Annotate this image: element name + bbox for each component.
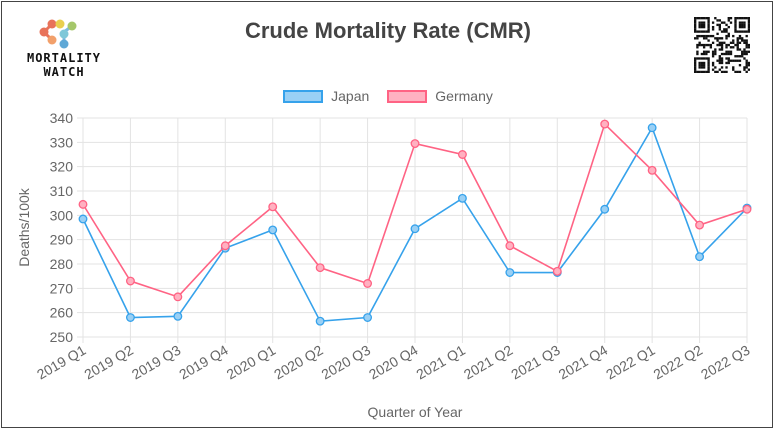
x-tick-label: 2020 Q2 bbox=[271, 342, 326, 383]
data-point-japan bbox=[457, 193, 467, 203]
legend-item-germany[interactable]: Germany bbox=[387, 88, 493, 104]
data-point-germany bbox=[505, 241, 515, 251]
data-point-germany bbox=[363, 279, 373, 288]
data-point-germany bbox=[220, 241, 230, 251]
x-tick-label: 2021 Q4 bbox=[556, 342, 611, 383]
data-point-germany bbox=[647, 165, 657, 175]
data-point-germany bbox=[600, 119, 610, 129]
legend-swatch-japan bbox=[283, 89, 324, 103]
y-tick-label: 300 bbox=[50, 207, 74, 223]
y-tick-label: 310 bbox=[50, 183, 74, 199]
data-point-japan bbox=[125, 313, 135, 322]
data-point-japan bbox=[78, 214, 88, 224]
mortality-watch-logo: MORTALITY WATCH bbox=[14, 12, 114, 82]
y-tick-label: 290 bbox=[50, 232, 74, 248]
data-point-germany bbox=[173, 292, 183, 302]
x-tick-label: 2020 Q3 bbox=[319, 342, 374, 383]
x-axis-title: Quarter of Year bbox=[368, 404, 463, 420]
qr-code-icon bbox=[694, 17, 750, 73]
x-tick-label: 2020 Q4 bbox=[366, 342, 421, 383]
legend-label-germany: Germany bbox=[435, 88, 493, 104]
x-tick-label: 2021 Q3 bbox=[508, 342, 563, 383]
y-tick-label: 340 bbox=[50, 110, 74, 126]
data-point-japan bbox=[505, 268, 515, 277]
y-tick-label: 260 bbox=[50, 305, 74, 321]
x-tick-label: 2019 Q4 bbox=[176, 342, 231, 383]
y-tick-label: 320 bbox=[50, 159, 74, 175]
data-point-japan bbox=[695, 252, 705, 262]
y-tick-label: 280 bbox=[50, 256, 74, 272]
x-tick-label: 2022 Q1 bbox=[603, 342, 658, 383]
data-point-germany bbox=[125, 276, 135, 286]
data-point-germany bbox=[410, 139, 420, 148]
chart-legend: Japan Germany bbox=[0, 88, 776, 104]
legend-label-japan: Japan bbox=[331, 88, 370, 104]
logo-text-line2: WATCH bbox=[43, 65, 85, 79]
data-point-japan bbox=[410, 224, 420, 234]
x-tick-label: 2019 Q2 bbox=[81, 342, 136, 383]
legend-item-japan[interactable]: Japan bbox=[283, 88, 369, 104]
y-axis-title: Deaths/100k bbox=[16, 187, 32, 267]
legend-swatch-germany bbox=[387, 89, 428, 103]
data-point-germany bbox=[78, 199, 88, 209]
data-point-germany bbox=[268, 202, 278, 212]
x-tick-label: 2022 Q3 bbox=[698, 342, 753, 383]
logo-text-line1: MORTALITY bbox=[26, 51, 102, 65]
x-tick-label: 2019 Q1 bbox=[34, 342, 89, 383]
data-point-japan bbox=[173, 311, 183, 321]
x-tick-label: 2019 Q3 bbox=[129, 342, 184, 383]
chart-title: Crude Mortality Rate (CMR) bbox=[244, 18, 531, 43]
logo-mark-icon bbox=[39, 19, 77, 49]
data-point-japan bbox=[600, 204, 610, 214]
data-point-japan bbox=[647, 123, 657, 133]
data-point-japan bbox=[268, 225, 278, 235]
x-tick-label: 2020 Q1 bbox=[224, 342, 279, 383]
x-tick-label: 2022 Q2 bbox=[651, 342, 706, 383]
x-tick-label: 2021 Q1 bbox=[413, 342, 468, 383]
y-tick-label: 250 bbox=[50, 329, 74, 345]
data-point-japan bbox=[315, 316, 325, 326]
y-tick-label: 330 bbox=[50, 134, 74, 150]
data-point-germany bbox=[315, 263, 325, 273]
x-tick-label: 2021 Q2 bbox=[461, 342, 516, 383]
data-point-germany bbox=[695, 220, 705, 230]
data-point-germany bbox=[457, 150, 467, 159]
data-point-germany bbox=[742, 204, 752, 214]
data-point-germany bbox=[552, 266, 562, 276]
data-point-japan bbox=[363, 313, 373, 322]
y-tick-label: 270 bbox=[50, 280, 74, 296]
